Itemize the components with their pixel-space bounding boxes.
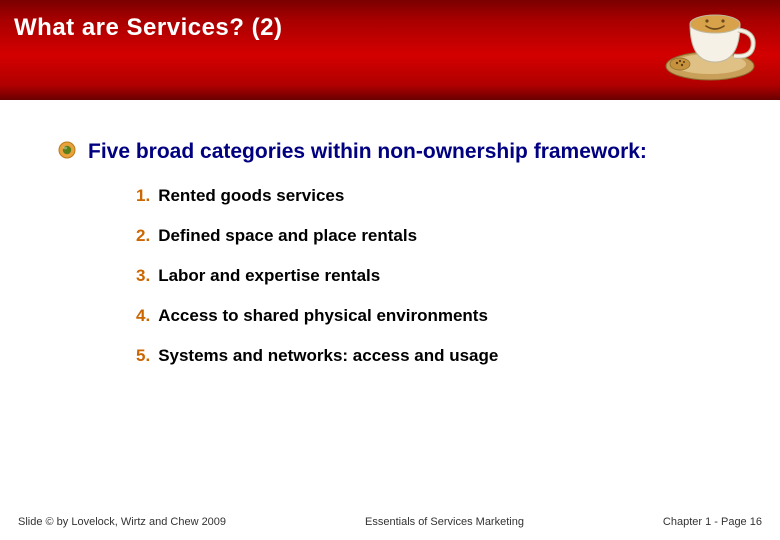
list-number: 4. xyxy=(136,306,150,326)
list-item: 5. Systems and networks: access and usag… xyxy=(136,346,750,366)
slide-body: Five broad categories within non-ownersh… xyxy=(0,100,780,366)
list-item-text: Labor and expertise rentals xyxy=(158,266,380,286)
sphere-bullet-icon xyxy=(58,141,76,164)
lead-text: Five broad categories within non-ownersh… xyxy=(88,140,647,164)
footer-right: Chapter 1 - Page 16 xyxy=(663,516,762,528)
list-item-text: Rented goods services xyxy=(158,186,344,206)
list-item: 3. Labor and expertise rentals xyxy=(136,266,750,286)
list-item-text: Access to shared physical environments xyxy=(158,306,488,326)
footer-left: Slide © by Lovelock, Wirtz and Chew 2009 xyxy=(18,516,226,528)
category-list: 1. Rented goods services 2. Defined spac… xyxy=(136,186,750,366)
lead-bullet-row: Five broad categories within non-ownersh… xyxy=(58,140,750,164)
list-number: 3. xyxy=(136,266,150,286)
slide: What are Services? (2) xyxy=(0,0,780,540)
list-item: 1. Rented goods services xyxy=(136,186,750,206)
list-item-text: Systems and networks: access and usage xyxy=(158,346,498,366)
list-item: 4. Access to shared physical environment… xyxy=(136,306,750,326)
list-number: 1. xyxy=(136,186,150,206)
list-number: 2. xyxy=(136,226,150,246)
slide-footer: Slide © by Lovelock, Wirtz and Chew 2009… xyxy=(0,516,780,528)
list-item-text: Defined space and place rentals xyxy=(158,226,417,246)
coffee-cup-decoration xyxy=(660,4,760,84)
list-number: 5. xyxy=(136,346,150,366)
list-item: 2. Defined space and place rentals xyxy=(136,226,750,246)
footer-center: Essentials of Services Marketing xyxy=(365,516,524,528)
slide-header: What are Services? (2) xyxy=(0,0,780,100)
